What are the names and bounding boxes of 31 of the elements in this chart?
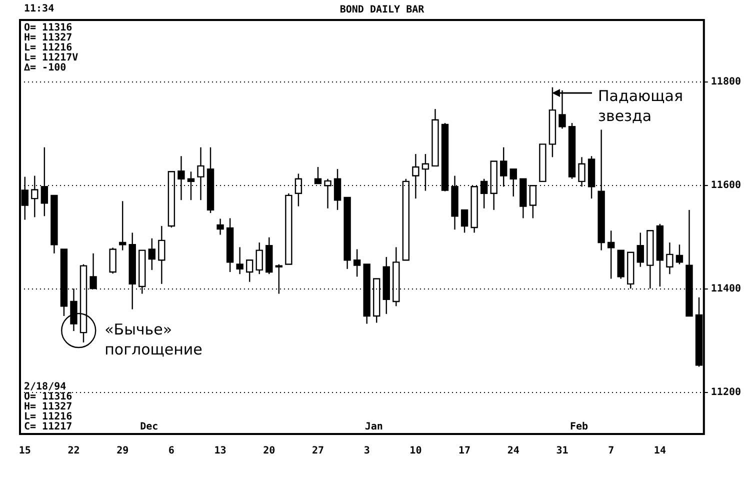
x-tick-label: 15 <box>18 446 31 457</box>
y-tick-label: 11800 <box>710 76 742 88</box>
x-tick-label: 31 <box>556 446 568 457</box>
x-tick-label: 29 <box>116 446 129 457</box>
x-tick-label: 20 <box>263 446 276 457</box>
x-tick-label: 13 <box>214 446 226 457</box>
x-tick-label: 10 <box>410 446 422 457</box>
x-tick-label: 27 <box>312 446 324 457</box>
candlestick <box>666 242 674 275</box>
x-tick-label: 6 <box>168 446 174 457</box>
annotation: Dec <box>140 422 158 433</box>
annotation: Падающая звезда <box>598 86 684 125</box>
annotation: O= 11316 H= 11327 L= 11216 L= 11217V ∆= -100 <box>23 22 78 74</box>
x-tick-label: 24 <box>507 446 520 457</box>
candlestick <box>197 146 204 201</box>
x-tick-label: 7 <box>608 446 614 457</box>
candlestick <box>548 86 556 158</box>
y-tick-label: 11600 <box>710 180 742 192</box>
chart-title: BOND DAILY BAR <box>340 4 426 16</box>
annotation: 2/18/94 O= 11316 H= 11327 L= 11216 C= 11217 <box>24 382 72 433</box>
y-tick-label: 11400 <box>710 284 742 295</box>
x-tick-label: 14 <box>654 446 666 457</box>
y-tick-label: 11200 <box>710 387 742 398</box>
annotation: Feb <box>570 422 588 433</box>
candlestick <box>158 225 166 285</box>
annotation: Jan <box>364 422 383 433</box>
x-tick-label: 22 <box>68 446 80 457</box>
x-tick-label: 17 <box>458 446 471 457</box>
x-tick-label: 3 <box>364 446 370 457</box>
annotation: «Бычье» поглощение <box>104 320 202 358</box>
text: 11:34 <box>24 4 54 15</box>
